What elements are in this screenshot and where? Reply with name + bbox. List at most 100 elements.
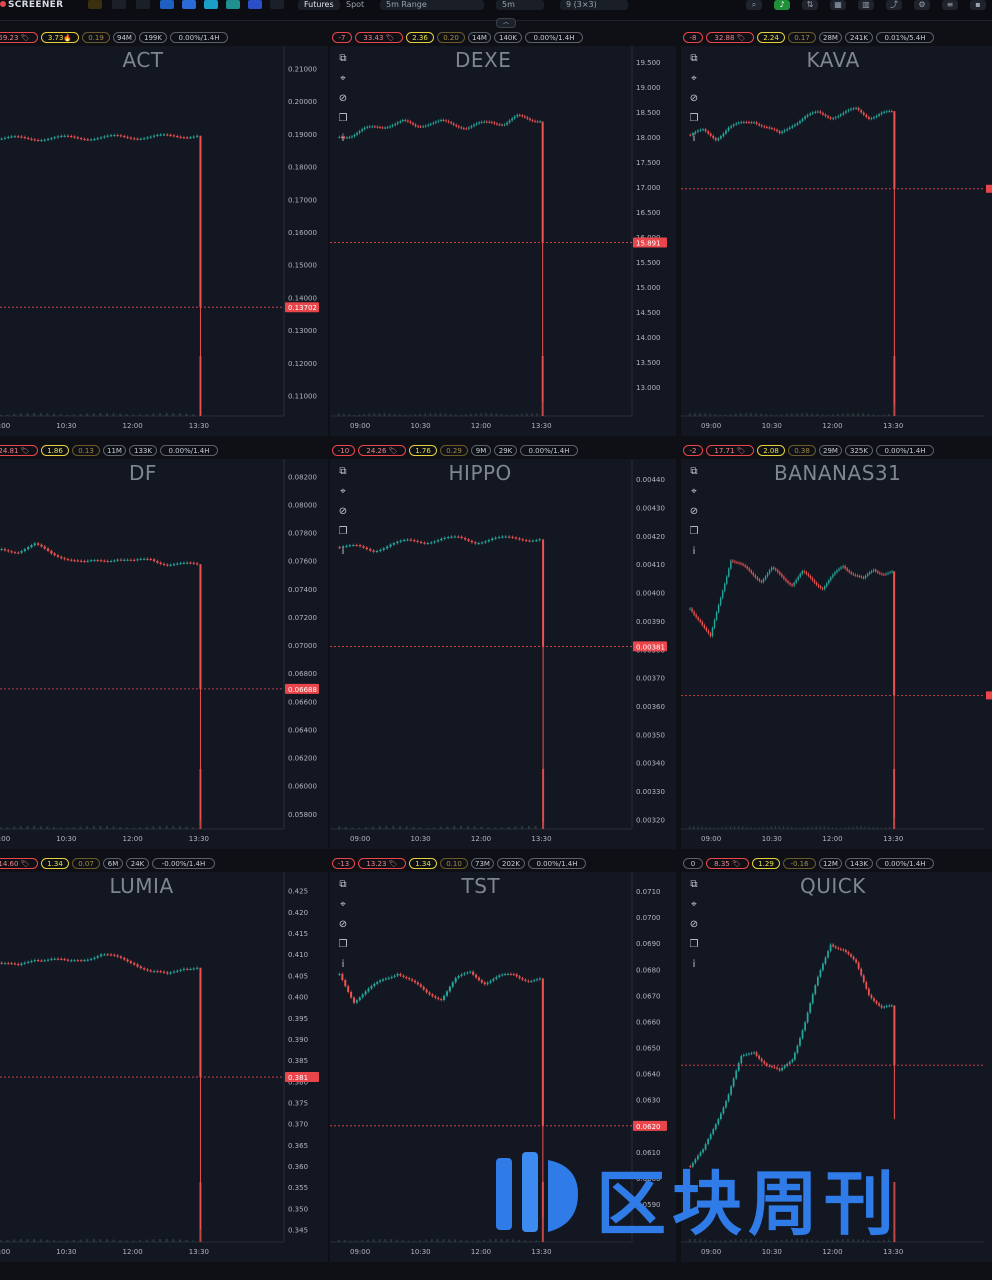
candle xyxy=(750,1051,753,1056)
exchange-g-icon[interactable] xyxy=(160,0,174,9)
account-icon[interactable]: ▪ xyxy=(970,0,986,10)
duplicate-icon[interactable]: ❐ xyxy=(338,939,348,950)
candle xyxy=(881,572,883,576)
duplicate-icon[interactable]: ❐ xyxy=(689,526,699,537)
gear-icon[interactable]: ⚙ xyxy=(914,0,930,10)
pin-icon[interactable]: ⌖ xyxy=(691,73,697,84)
duplicate-icon[interactable]: ❐ xyxy=(338,113,348,124)
last-price-text: 0.00381 xyxy=(636,643,665,651)
chart-panel-bananas31[interactable]: -2 17.71 🏷 2.08 0.38 29M 325K 0.00%/1.4H 09:00 1… xyxy=(681,443,992,849)
hide-icon[interactable]: ⊘ xyxy=(338,506,348,517)
price-chart[interactable]: 19.500 19.000 18.500 18.000 17.500 17.000 16.5… xyxy=(330,46,676,436)
badge-6: 0.01%/5.4H xyxy=(876,32,934,43)
price-chart[interactable]: 09:00 10:30 12:00 13:30 xyxy=(681,46,992,436)
duplicate-icon[interactable]: ❐ xyxy=(689,113,699,124)
price-chart[interactable]: 09:00 10:30 12:00 13:30 xyxy=(681,459,992,849)
volume-bar xyxy=(842,1239,844,1242)
chart-panel-kava[interactable]: -8 32.88 🏷 2.24 0.17 28M 241K 0.01%/5.4H 09:00 1… xyxy=(681,30,992,436)
exchange-circle-icon[interactable] xyxy=(226,0,240,9)
candle xyxy=(506,121,508,126)
candle xyxy=(811,992,814,1005)
info-icon[interactable]: i xyxy=(341,546,345,557)
candle xyxy=(855,957,857,964)
volume-spike xyxy=(199,1182,202,1242)
exchange-cloud-icon[interactable] xyxy=(182,0,196,9)
pin-icon[interactable]: ⌖ xyxy=(691,899,697,910)
chart-panel-hippo[interactable]: -10 24.26 🏷 1.76 0.29 9M 29K 0.00%/1.4H 0.00440… xyxy=(330,443,676,849)
price-chart[interactable]: 0.00440 0.00430 0.00420 0.00410 0.00400 0.003… xyxy=(330,459,676,849)
badge-1: 1.34 xyxy=(41,858,69,869)
volume-bar xyxy=(79,1239,82,1242)
range-select[interactable]: 5m Range xyxy=(380,0,484,10)
info-icon[interactable]: i xyxy=(341,133,345,144)
alert-icon[interactable]: ≡ xyxy=(942,0,958,10)
copy-icon[interactable]: ⧉ xyxy=(690,879,698,890)
candle xyxy=(402,974,405,979)
pin-icon[interactable]: ⌖ xyxy=(340,486,346,497)
copy-icon[interactable]: ⧉ xyxy=(339,466,347,477)
hide-icon[interactable]: ⊘ xyxy=(689,506,699,517)
candle xyxy=(485,120,488,124)
volume-bar xyxy=(419,827,422,829)
trend-icon[interactable]: ⤴ xyxy=(886,0,902,10)
exchange-icon[interactable] xyxy=(112,0,126,9)
price-chart[interactable]: 09:00 10:30 12:00 13:30 xyxy=(681,872,992,1262)
volume-bar xyxy=(465,414,467,416)
chain-icon[interactable] xyxy=(136,0,150,9)
info-icon[interactable]: i xyxy=(692,133,696,144)
grid-icon[interactable]: ▦ xyxy=(830,0,846,10)
chart-panel-df[interactable]: 24.81 🏷 1.86 0.13 11M 133K 0.00%/1.4H 0.08200 0… xyxy=(0,443,328,849)
hide-icon[interactable]: ⊘ xyxy=(689,919,699,930)
hide-icon[interactable]: ⊘ xyxy=(689,93,699,104)
interval-select[interactable]: 5m xyxy=(496,0,544,10)
duplicate-icon[interactable]: ❐ xyxy=(689,939,699,950)
info-icon[interactable]: i xyxy=(341,959,345,970)
candle xyxy=(822,962,824,972)
copy-icon[interactable]: ⧉ xyxy=(690,466,698,477)
exchange-s-icon[interactable] xyxy=(204,0,218,9)
pin-icon[interactable]: ⌖ xyxy=(340,899,346,910)
exchange-slash-icon[interactable] xyxy=(270,0,284,9)
hide-icon[interactable]: ⊘ xyxy=(338,919,348,930)
search-icon[interactable]: ⌕ xyxy=(746,0,762,10)
candle xyxy=(447,119,450,124)
pin-icon[interactable]: ⌖ xyxy=(691,486,697,497)
candle xyxy=(99,558,103,563)
hide-icon[interactable]: ⊘ xyxy=(338,93,348,104)
candle xyxy=(7,961,10,965)
chart-panel-quick[interactable]: 0 8.35 🏷 1.29 -0.16 12M 143K 0.00%/1.4H 09:00 10… xyxy=(681,856,992,1262)
volume-bar xyxy=(448,1239,451,1242)
price-chart[interactable]: 0.21000 0.20000 0.19000 0.18000 0.17000 0.160… xyxy=(0,46,328,436)
volume-bar xyxy=(699,413,701,416)
price-chart[interactable]: 0.425 0.420 0.415 0.410 0.405 0.400 0.395 0.390… xyxy=(0,872,328,1262)
chart-panel-act[interactable]: 59.23 🏷 3.73🔥 0.19 94M 199K 0.00%/1.4H 0.21000… xyxy=(0,30,328,436)
sound-icon[interactable]: ♪ xyxy=(774,0,790,10)
layout-select[interactable]: 9 (3×3) xyxy=(560,0,628,10)
binance-icon[interactable] xyxy=(88,0,102,9)
copy-icon[interactable]: ⧉ xyxy=(339,53,347,64)
copy-icon[interactable]: ⧉ xyxy=(339,879,347,890)
price-chart[interactable]: 0.0710 0.0700 0.0690 0.0680 0.0670 0.0660 0.06… xyxy=(330,872,676,1262)
copy-icon[interactable]: ⧉ xyxy=(690,53,698,64)
candle xyxy=(498,973,501,979)
info-icon[interactable]: i xyxy=(692,546,696,557)
chart-panel-lumia[interactable]: 14.60 🏷 1.34 0.07 6M 24K -0.00%/1.4H 0.425 0.42… xyxy=(0,856,328,1262)
pin-icon[interactable]: ⌖ xyxy=(340,73,346,84)
exchange-x-icon[interactable] xyxy=(248,0,262,9)
chart-settings-icon[interactable]: ▥ xyxy=(858,0,874,10)
candle xyxy=(768,126,771,130)
candle xyxy=(489,979,492,985)
info-icon[interactable]: i xyxy=(692,959,696,970)
volume-bar xyxy=(811,413,813,416)
candle xyxy=(182,967,186,972)
x-tick-label: 09:00 xyxy=(350,1248,370,1256)
tab-futures[interactable]: Futures xyxy=(298,0,340,10)
sort-icon[interactable]: ⇅ xyxy=(802,0,818,10)
candle xyxy=(862,111,865,117)
collapse-toolbar-icon[interactable]: ︿ xyxy=(496,18,516,28)
duplicate-icon[interactable]: ❐ xyxy=(338,526,348,537)
chart-panel-dexe[interactable]: -7 33.43 🏷 2.36 0.20 14M 140K 0.00%/1.4H 19.500… xyxy=(330,30,676,436)
price-chart[interactable]: 0.08200 0.08000 0.07800 0.07600 0.07400 0.072… xyxy=(0,459,328,849)
tab-spot[interactable]: Spot xyxy=(346,0,365,9)
volume-bar xyxy=(754,827,756,829)
